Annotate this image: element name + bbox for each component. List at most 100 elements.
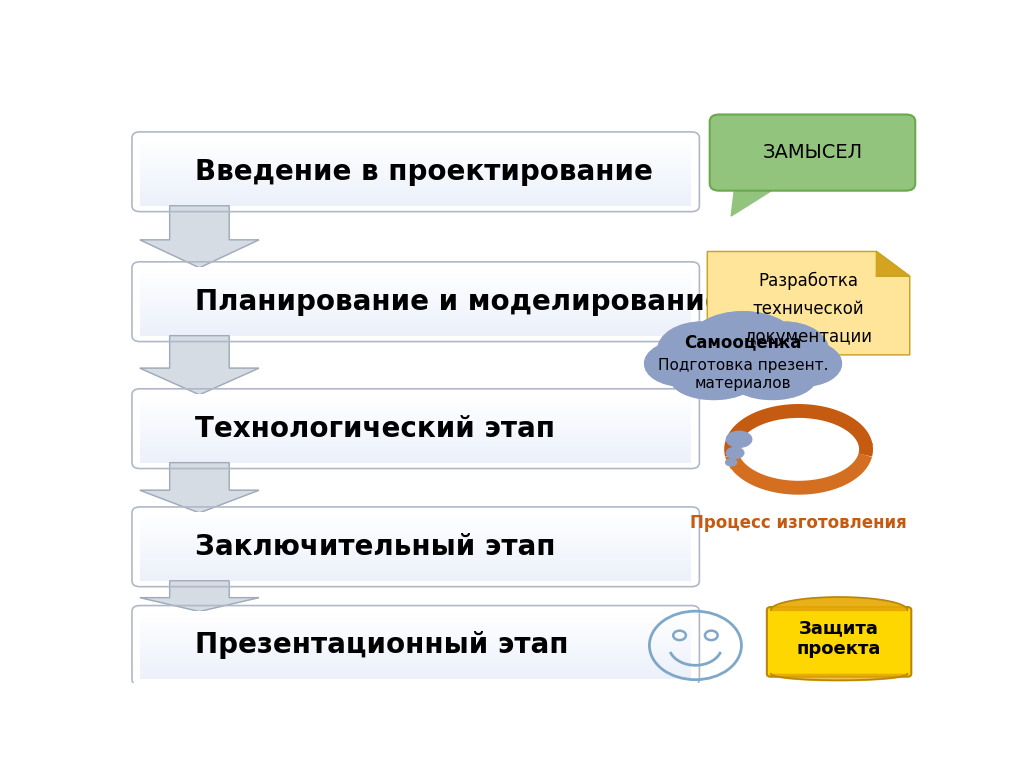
Bar <box>140 295 691 297</box>
Bar <box>140 619 691 621</box>
Bar <box>140 140 691 143</box>
Bar <box>140 325 691 327</box>
Bar <box>140 181 691 183</box>
Bar <box>140 183 691 186</box>
Bar <box>140 203 691 205</box>
Bar <box>140 166 691 167</box>
Bar <box>140 147 691 149</box>
Bar <box>140 326 691 328</box>
Bar <box>140 288 691 291</box>
Bar <box>140 638 691 640</box>
Bar <box>140 628 691 630</box>
Polygon shape <box>140 206 259 268</box>
Text: Процесс изготовления: Процесс изготовления <box>690 515 907 532</box>
Polygon shape <box>877 252 909 276</box>
Bar <box>140 154 691 156</box>
Bar <box>140 304 691 306</box>
Bar <box>140 613 691 615</box>
Bar <box>140 160 691 162</box>
Bar <box>140 456 691 458</box>
Bar <box>140 196 691 198</box>
Bar <box>140 634 691 637</box>
Bar <box>140 409 691 410</box>
Ellipse shape <box>645 341 718 386</box>
Bar <box>140 612 691 614</box>
Bar <box>140 572 691 574</box>
Bar <box>140 395 691 397</box>
Bar <box>140 435 691 436</box>
Bar <box>140 180 691 182</box>
Bar <box>140 309 691 311</box>
Bar <box>140 653 691 654</box>
Bar <box>140 667 691 668</box>
Bar <box>140 175 691 176</box>
Bar <box>140 617 691 620</box>
Bar <box>140 543 691 545</box>
Bar <box>140 324 691 325</box>
Bar <box>140 632 691 634</box>
Bar <box>140 300 691 301</box>
FancyBboxPatch shape <box>710 114 915 191</box>
Bar <box>140 269 691 272</box>
Bar <box>140 538 691 540</box>
Bar <box>140 517 691 518</box>
Bar <box>140 676 691 678</box>
Bar <box>140 202 691 203</box>
Bar <box>140 423 691 425</box>
Bar <box>140 614 691 616</box>
Ellipse shape <box>728 355 816 400</box>
Text: Заключительный этап: Заключительный этап <box>196 533 556 561</box>
Bar <box>140 624 691 626</box>
Bar <box>140 305 691 308</box>
Bar <box>140 204 691 206</box>
Bar <box>140 143 691 145</box>
Bar <box>140 153 691 155</box>
Bar <box>140 323 691 324</box>
Bar <box>140 199 691 200</box>
Bar <box>140 412 691 414</box>
Bar <box>140 432 691 433</box>
Bar <box>140 152 691 153</box>
Bar <box>140 194 691 196</box>
Bar <box>140 513 691 515</box>
Text: Защита
проекта: Защита проекта <box>797 620 882 658</box>
Bar <box>140 451 691 453</box>
Bar <box>140 304 691 305</box>
Bar <box>140 310 691 312</box>
Bar <box>140 428 691 430</box>
Bar <box>140 532 691 533</box>
Ellipse shape <box>726 431 752 447</box>
Bar <box>140 673 691 675</box>
Bar <box>140 643 691 644</box>
Bar <box>140 433 691 434</box>
Bar <box>140 640 691 642</box>
Bar <box>140 512 691 514</box>
Bar <box>140 146 691 148</box>
Bar <box>140 577 691 578</box>
Bar <box>140 314 691 317</box>
Bar <box>140 579 691 581</box>
Bar <box>140 670 691 671</box>
Bar <box>140 430 691 431</box>
Bar <box>140 663 691 665</box>
Bar <box>140 173 691 175</box>
Bar <box>140 660 691 663</box>
Bar <box>140 445 691 447</box>
Bar <box>140 166 691 169</box>
Bar <box>140 197 691 199</box>
Bar <box>140 170 691 172</box>
Bar <box>140 574 691 576</box>
Bar <box>140 173 691 174</box>
Bar <box>140 179 691 181</box>
Bar <box>140 626 691 627</box>
Bar <box>140 295 691 296</box>
Bar <box>140 145 691 146</box>
Bar <box>140 311 691 313</box>
Bar <box>140 561 691 563</box>
Bar <box>140 542 691 543</box>
Bar <box>140 149 691 150</box>
Bar <box>140 636 691 637</box>
Bar <box>140 574 691 575</box>
Bar <box>140 176 691 177</box>
Bar <box>140 421 691 423</box>
